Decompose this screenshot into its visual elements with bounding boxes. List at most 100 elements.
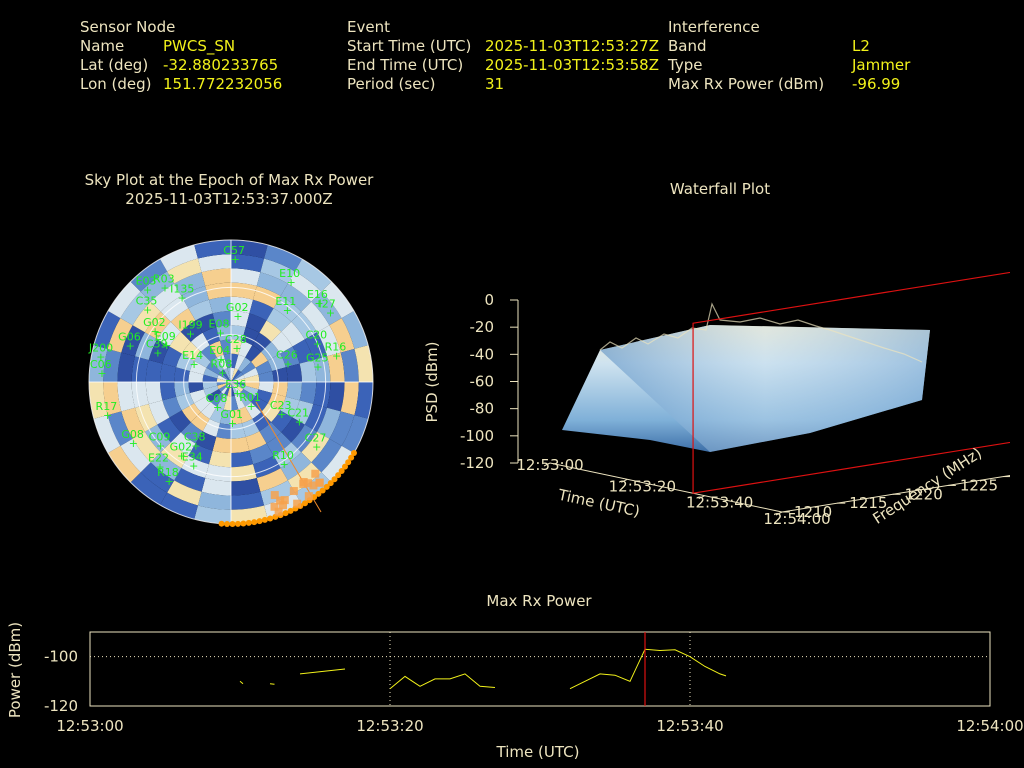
interference-cell: [309, 481, 318, 490]
waterfall-z-tick-label: -120: [460, 454, 494, 472]
satellite-marker-glyph: +: [216, 327, 225, 340]
satellite-label: E16: [307, 288, 328, 301]
skyplot-cell: [181, 403, 201, 423]
satellite-marker-glyph: +: [143, 304, 152, 317]
sensor-lon-value: 151.772232056: [163, 75, 283, 93]
skyplot-cell: [202, 374, 218, 382]
satellite-marker-glyph: +: [160, 282, 169, 295]
skyplot-cell: [205, 464, 231, 482]
satellite-label: C57: [223, 244, 245, 257]
skyplot-cell: [231, 240, 268, 259]
waterfall-z-tick-label: -40: [470, 345, 495, 363]
satellite-marker-glyph: +: [191, 439, 200, 452]
waterfall-time-tick-label: 12:54:00: [763, 510, 830, 528]
skyplot-cell: [231, 368, 239, 382]
event-start-label: Start Time (UTC): [347, 37, 472, 55]
interference-power-value: -96.99: [852, 75, 901, 93]
waterfall-freq-tick-label: 1215: [849, 494, 887, 512]
satellite-e08: +E08: [209, 318, 230, 340]
skyplot-cell: [255, 389, 273, 404]
interference-cell: [274, 507, 283, 516]
waterfall-surface-ridge: [599, 302, 923, 363]
skyplot-cell: [132, 431, 161, 463]
event-period-value: 31: [485, 75, 505, 93]
skyplot-cell: [195, 313, 217, 333]
skyplot-cell: [243, 385, 259, 397]
satellite-c28: +C28: [225, 333, 247, 355]
event-heading: Event: [347, 18, 390, 36]
skyplot-cell: [264, 244, 302, 272]
satellite-marker-glyph: +: [313, 337, 322, 350]
satellite-label: G01: [220, 408, 243, 421]
skyplot-cell: [231, 254, 265, 273]
sensor-lat-label: Lat (deg): [80, 56, 149, 74]
skyplot-cell: [231, 339, 243, 355]
waterfall-time-tick: [543, 462, 551, 467]
skyplot-cell: [208, 450, 231, 468]
satellite-label: C06: [90, 358, 112, 371]
skyplot-cell: [130, 472, 168, 505]
satellite-marker-glyph: +: [155, 461, 164, 474]
waterfall-time-tick: [698, 495, 705, 500]
skyplot-title: Sky Plot at the Epoch of Max Rx Power: [84, 171, 374, 189]
interference-marker: [251, 519, 258, 526]
skyplot-cell: [107, 318, 133, 353]
skyplot-cell: [188, 299, 213, 321]
skyplot-cell: [160, 492, 198, 520]
skyplot-cell: [259, 320, 282, 342]
satellite-e22: +E22: [148, 452, 169, 474]
skyplot-cell: [354, 345, 373, 382]
skyplot-epoch: 2025-11-03T12:53:37.000Z: [125, 190, 333, 208]
waterfall-z-axis-label: PSD (dBm): [423, 341, 441, 422]
satellite-marker-glyph: +: [326, 306, 335, 319]
skyplot-cell: [245, 313, 267, 333]
skyplot-cell: [223, 368, 231, 382]
waterfall-surface-shade: [600, 325, 930, 452]
skyplot-cell: [93, 311, 121, 349]
skyplot-cell: [241, 389, 256, 403]
skyplot-cell: [245, 402, 262, 419]
power-chart-line-segment: [269, 683, 275, 685]
skyplot-cell: [203, 385, 219, 397]
skyplot-cell: [194, 396, 211, 413]
skyplot-cell: [311, 438, 342, 473]
skyplot-cell: [256, 272, 288, 296]
satellite-c57: +C57: [223, 244, 245, 266]
skyplot-cell: [291, 424, 318, 453]
interference-cell: [315, 478, 324, 487]
skyplot-cell: [202, 382, 218, 390]
skyplot-cell: [249, 299, 274, 321]
skyplot-cell: [231, 382, 235, 397]
skyplot-cell: [194, 351, 211, 368]
satellite-label: G02: [143, 316, 166, 329]
satellite-label: E08: [209, 318, 230, 331]
skyplot-cell: [299, 382, 317, 405]
satellite-label: C08: [206, 392, 228, 405]
skyplot-cell: [194, 505, 231, 524]
satellite-label: R17: [96, 400, 118, 413]
interference-cell: [293, 499, 302, 508]
satellite-c21: +C21: [287, 406, 309, 428]
power-chart-x-tick-label: 12:54:00: [956, 717, 1023, 735]
skyplot-cell: [231, 268, 261, 286]
skyplot-cell: [200, 402, 217, 419]
skyplot-cell: [121, 407, 145, 439]
skyplot-cell: [202, 418, 220, 437]
skyplot-cell: [216, 423, 231, 439]
waterfall-z-tick-label: -100: [460, 427, 494, 445]
skyplot-cell: [174, 382, 190, 397]
satellite-label: E14: [182, 349, 203, 362]
skyplot-cell: [256, 468, 288, 492]
satellite-label: C23: [270, 399, 292, 412]
satellite-label: R08: [211, 358, 233, 371]
skyplot-cell: [266, 432, 292, 456]
satellite-label: C38: [184, 430, 206, 443]
skyplot-cell: [157, 417, 181, 443]
waterfall-z-tick-label: 0: [484, 291, 494, 309]
skyplot-cell: [93, 415, 121, 453]
skyplot-cell: [340, 382, 359, 416]
skyplot-cell: [299, 359, 317, 382]
interference-marker: [315, 490, 322, 497]
satellite-marker-glyph: +: [129, 437, 138, 450]
satellite-marker-glyph: +: [217, 353, 226, 366]
